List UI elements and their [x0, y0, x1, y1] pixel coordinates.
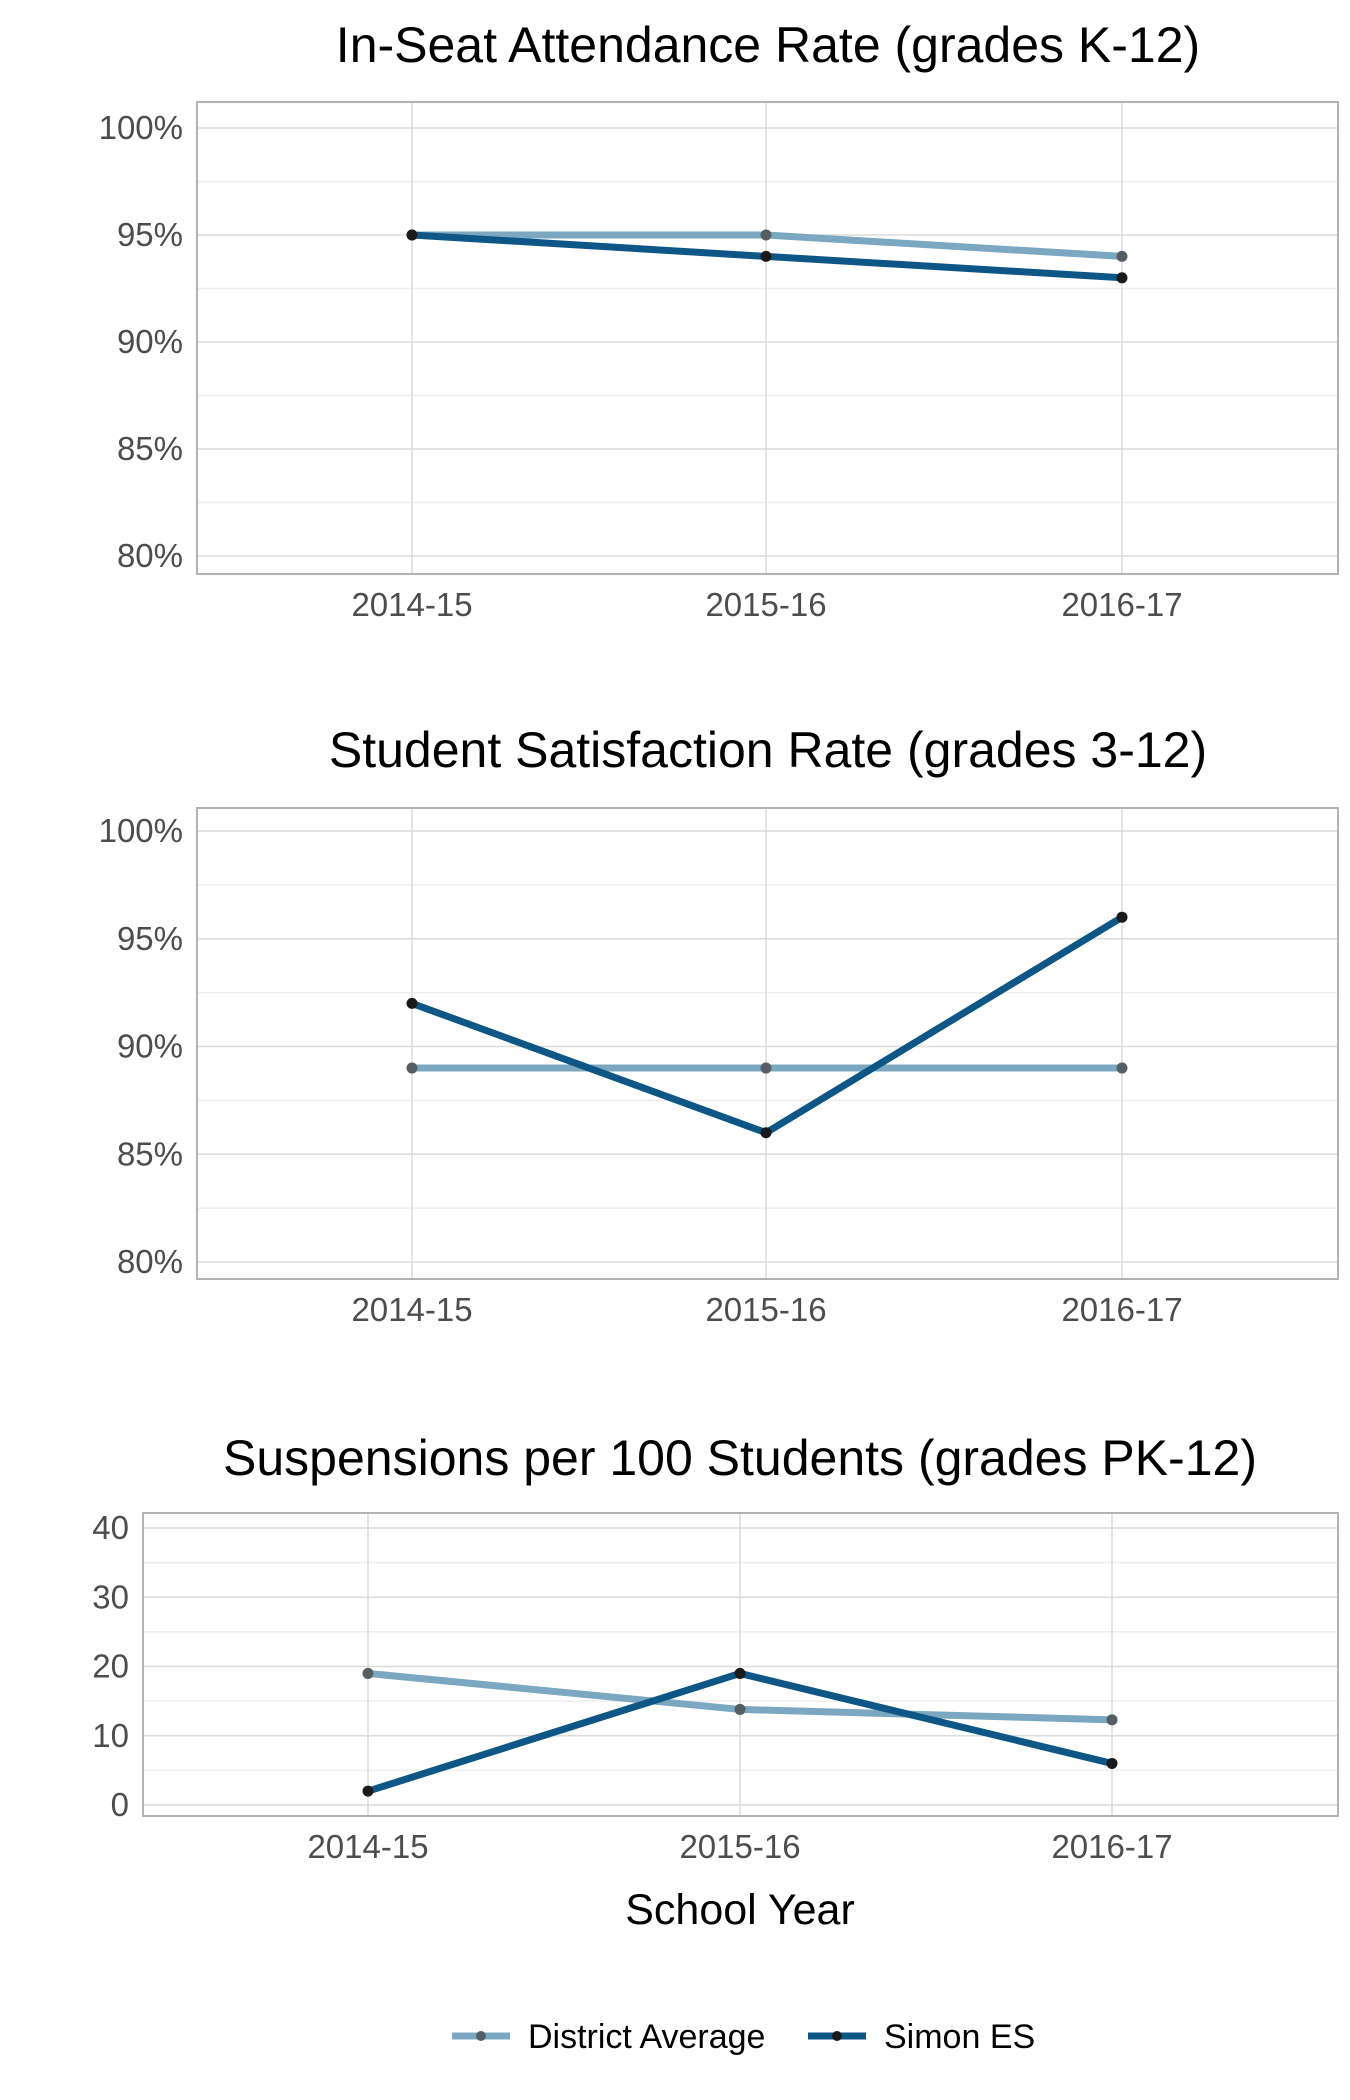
suspensions-simon-es-point	[1106, 1757, 1118, 1769]
suspensions-simon-es-point	[362, 1785, 374, 1797]
attendance-y-tick-label: 80%	[117, 537, 183, 574]
legend-key-district-average-point	[476, 2031, 486, 2041]
satisfaction-simon-es-point	[1116, 911, 1128, 923]
satisfaction-x-tick-label: 2016-17	[1061, 1291, 1182, 1328]
attendance-district-average-point	[1116, 250, 1128, 262]
attendance-y-tick-label: 95%	[117, 216, 183, 253]
satisfaction-simon-es-point	[760, 1127, 772, 1139]
satisfaction-district-average-point	[406, 1062, 418, 1074]
attendance-y-tick-label: 100%	[99, 109, 183, 146]
legend: District Average Simon ES	[452, 2018, 1035, 2056]
satisfaction-x-tick-label: 2014-15	[351, 1291, 472, 1328]
suspensions-x-tick-label: 2016-17	[1051, 1828, 1172, 1865]
attendance-chart: 80% 85% 90% 95% 100% 2014-15 2015-16 2016-17 In…	[99, 17, 1339, 623]
satisfaction-y-tick-label: 80%	[117, 1243, 183, 1280]
suspensions-chart: 0 10 20 30 40 2014-15 2015-16 2016-17 Suspensio…	[92, 1430, 1339, 1934]
attendance-y-tick-label: 90%	[117, 323, 183, 360]
attendance-simon-es-point	[760, 250, 772, 262]
suspensions-simon-es-point	[734, 1667, 746, 1679]
suspensions-panel-border	[142, 1512, 1339, 1817]
attendance-district-average-point	[760, 229, 772, 241]
suspensions-y-tick-label: 20	[92, 1648, 129, 1685]
suspensions-district-average-point	[362, 1667, 374, 1679]
suspensions-x-tick-label: 2015-16	[679, 1828, 800, 1865]
attendance-plot-area: 80% 85% 90% 95% 100% 2014-15 2015-16 2016-17	[99, 101, 1339, 623]
legend-label-simon-es: Simon ES	[884, 2018, 1035, 2056]
attendance-simon-es-point	[1116, 272, 1128, 284]
satisfaction-y-tick-label: 90%	[117, 1028, 183, 1065]
legend-label-district-average: District Average	[528, 2018, 765, 2056]
attendance-x-tick-label: 2016-17	[1061, 586, 1182, 623]
attendance-x-tick-label: 2014-15	[351, 586, 472, 623]
suspensions-x-tick-label: 2014-15	[307, 1828, 428, 1865]
attendance-y-tick-label: 85%	[117, 430, 183, 467]
satisfaction-district-average-point	[1116, 1062, 1128, 1074]
suspensions-y-tick-label: 0	[111, 1786, 129, 1823]
satisfaction-district-average-point	[760, 1062, 772, 1074]
satisfaction-y-tick-label: 95%	[117, 920, 183, 957]
satisfaction-simon-es-point	[406, 997, 418, 1009]
suspensions-district-average-point	[1106, 1714, 1118, 1726]
satisfaction-plot-area: 80% 85% 90% 95% 100% 2014-15 2015-16 2016-17	[99, 807, 1339, 1328]
suspensions-chart-title: Suspensions per 100 Students (grades PK-…	[223, 1430, 1257, 1486]
satisfaction-chart: 80% 85% 90% 95% 100% 2014-15 2015-16 2016-17 St…	[99, 722, 1339, 1328]
attendance-x-tick-label: 2015-16	[705, 586, 826, 623]
legend-key-simon-es-point	[832, 2031, 842, 2041]
suspensions-y-tick-label: 30	[92, 1578, 129, 1615]
satisfaction-panel-border	[196, 807, 1339, 1280]
suspensions-district-average-point	[734, 1703, 746, 1715]
satisfaction-x-tick-label: 2015-16	[705, 1291, 826, 1328]
attendance-panel-border	[196, 101, 1339, 575]
satisfaction-y-tick-label: 85%	[117, 1135, 183, 1172]
attendance-chart-title: In-Seat Attendance Rate (grades K-12)	[336, 17, 1200, 73]
satisfaction-y-tick-label: 100%	[99, 812, 183, 849]
suspensions-y-tick-label: 40	[92, 1509, 129, 1546]
satisfaction-chart-title: Student Satisfaction Rate (grades 3-12)	[329, 722, 1207, 778]
x-axis-title: School Year	[625, 1886, 855, 1934]
attendance-simon-es-point	[406, 229, 418, 241]
suspensions-y-tick-label: 10	[92, 1717, 129, 1754]
suspensions-plot-area: 0 10 20 30 40 2014-15 2015-16 2016-17	[92, 1509, 1339, 1865]
